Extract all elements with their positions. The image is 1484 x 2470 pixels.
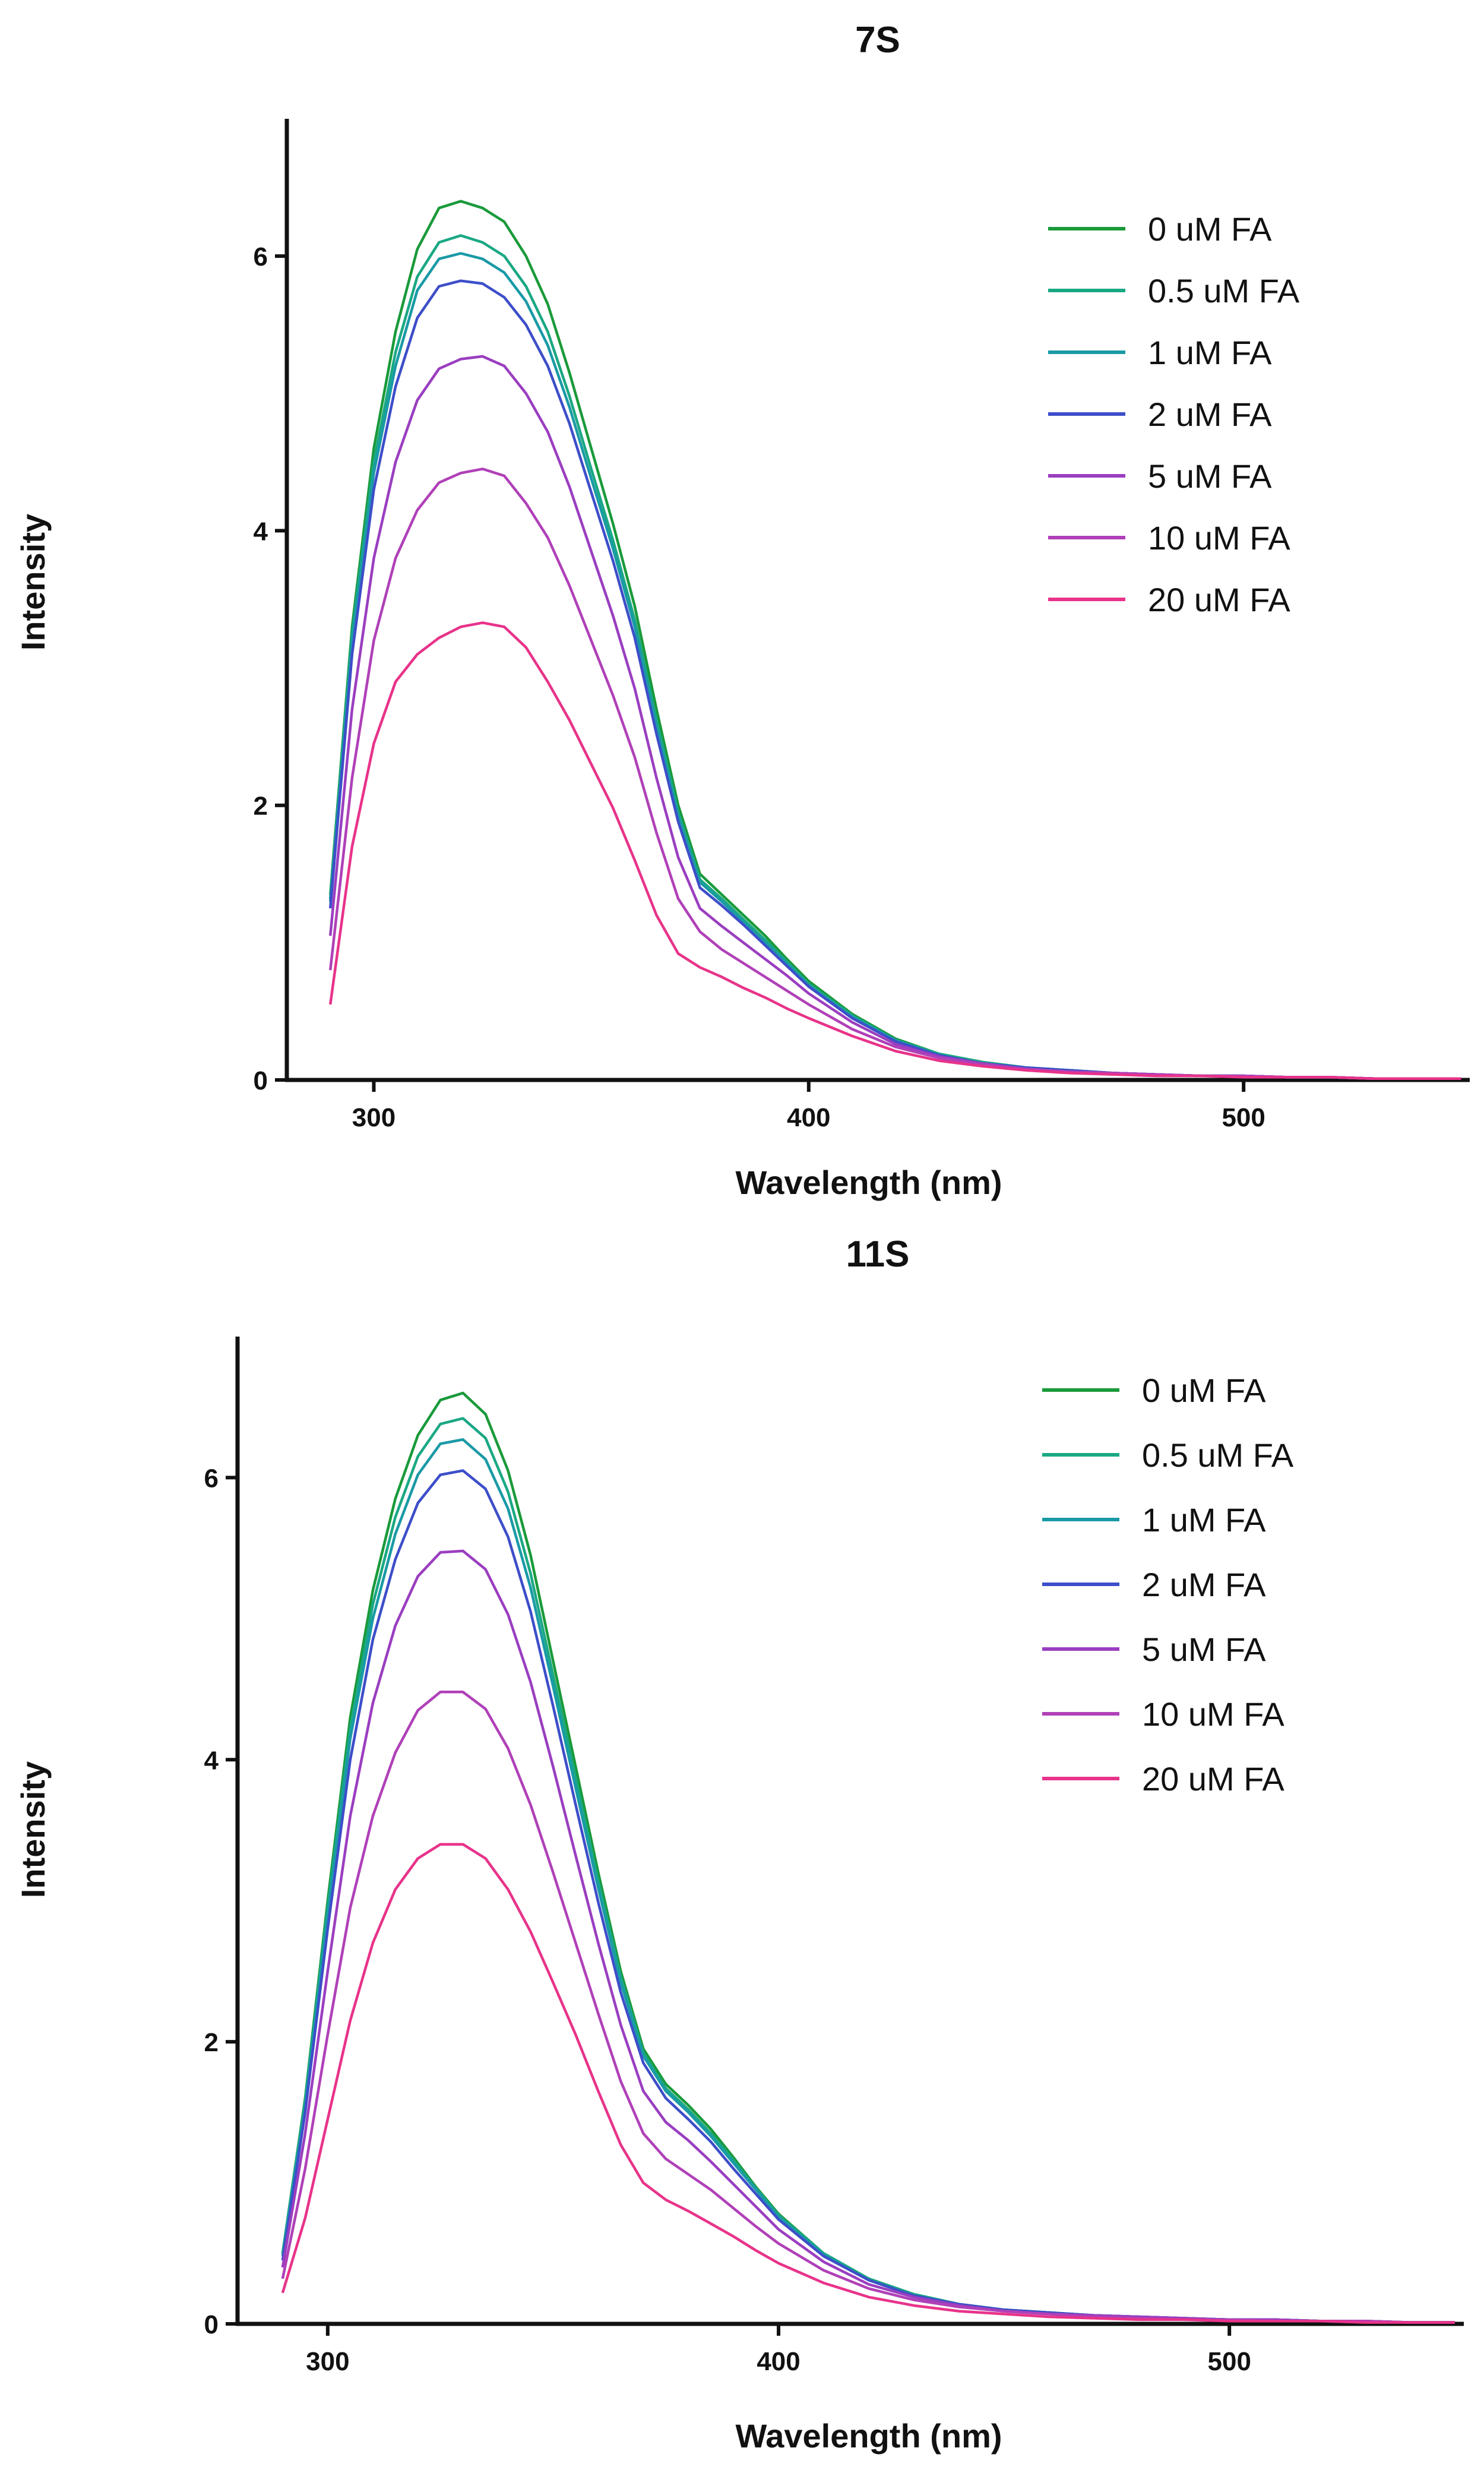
x-tick-label: 500 bbox=[1208, 2347, 1251, 2376]
x-tick-label: 500 bbox=[1222, 1103, 1265, 1132]
legend-label: 0.5 uM FA bbox=[1142, 1436, 1294, 1474]
ticks: 0 2 4 6 300 400 500 bbox=[254, 242, 1265, 1132]
legend-label: 10 uM FA bbox=[1148, 519, 1290, 557]
chart-title: 11S bbox=[846, 1234, 910, 1275]
y-tick-label: 0 bbox=[204, 2310, 219, 2339]
y-tick-label: 4 bbox=[254, 517, 268, 546]
chart-11s: 11S Intensity Wavelength (nm) 0 2 4 6 300 400… bbox=[14, 1234, 1464, 2455]
series-line bbox=[281, 1549, 1455, 2324]
legend-label: 10 uM FA bbox=[1142, 1695, 1284, 1733]
x-tick-label: 400 bbox=[757, 2347, 800, 2376]
x-tick-label: 300 bbox=[352, 1103, 395, 1132]
legend-label: 0 uM FA bbox=[1148, 210, 1272, 248]
legend: 0 uM FA 0.5 uM FA 1 uM FA 2 uM FA 5 uM FA 10 … bbox=[1042, 1372, 1294, 1798]
plot-lines bbox=[281, 1391, 1455, 2324]
legend-label: 1 uM FA bbox=[1148, 334, 1272, 371]
legend-label: 0 uM FA bbox=[1142, 1372, 1266, 1409]
legend-label: 5 uM FA bbox=[1148, 457, 1272, 495]
chart-title: 7S bbox=[855, 20, 900, 61]
series-line bbox=[281, 1843, 1455, 2324]
y-tick-label: 2 bbox=[204, 2028, 219, 2057]
legend: 0 uM FA 0.5 uM FA 1 uM FA 2 uM FA 5 uM FA 10 … bbox=[1048, 210, 1300, 618]
x-tick-label: 300 bbox=[306, 2347, 349, 2376]
y-tick-label: 6 bbox=[204, 1464, 219, 1493]
x-tick-label: 400 bbox=[787, 1103, 830, 1132]
legend-label: 5 uM FA bbox=[1142, 1631, 1266, 1668]
x-axis-label: Wavelength (nm) bbox=[735, 1164, 1002, 1201]
axes bbox=[284, 119, 1470, 1082]
axes bbox=[235, 1337, 1464, 2326]
legend-label: 1 uM FA bbox=[1142, 1501, 1266, 1539]
plot-lines bbox=[328, 200, 1461, 1080]
chart-7s: 7S Intensity Wavelength (nm) 0 2 4 6 300 400 5… bbox=[14, 20, 1470, 1201]
x-axis-label: Wavelength (nm) bbox=[735, 2417, 1002, 2455]
y-tick-label: 0 bbox=[254, 1066, 268, 1095]
legend-label: 20 uM FA bbox=[1148, 581, 1290, 618]
y-tick-label: 2 bbox=[254, 792, 268, 821]
series-line bbox=[328, 621, 1461, 1080]
legend-label: 0.5 uM FA bbox=[1148, 272, 1300, 309]
ticks: 0 2 4 6 300 400 500 bbox=[204, 1464, 1251, 2376]
legend-label: 20 uM FA bbox=[1142, 1760, 1284, 1798]
legend-label: 2 uM FA bbox=[1148, 396, 1272, 433]
y-axis-label: Intensity bbox=[14, 1761, 52, 1898]
legend-label: 2 uM FA bbox=[1142, 1566, 1266, 1603]
y-axis-label: Intensity bbox=[14, 514, 52, 650]
y-tick-label: 4 bbox=[204, 1746, 219, 1775]
y-tick-label: 6 bbox=[254, 242, 268, 271]
